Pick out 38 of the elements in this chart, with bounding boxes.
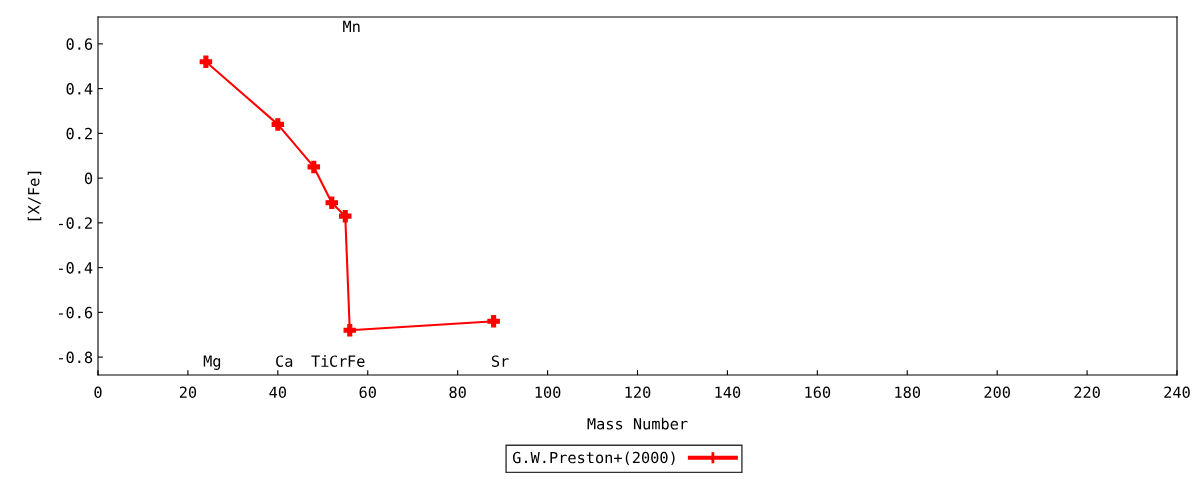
x-tick-label: 160 — [805, 386, 831, 399]
x-tick-label: 40 — [269, 386, 287, 399]
point — [325, 196, 339, 209]
point — [307, 160, 321, 174]
x-tick-label: 120 — [625, 386, 651, 399]
y-tick-label: 0.6 — [66, 38, 93, 50]
annotation: Mn — [343, 20, 360, 32]
x-tick-label: 140 — [715, 386, 741, 399]
x-tick-label: 200 — [984, 386, 1010, 399]
x-tick-label: 20 — [179, 386, 197, 399]
x-axis-title: Mass Number — [587, 417, 688, 430]
annotation: Fe — [348, 355, 365, 367]
point — [271, 118, 285, 131]
y-tick-label: -0.6 — [59, 306, 93, 319]
y-tick-label: -0.4 — [59, 262, 93, 274]
y-tick-label: -0.2 — [59, 217, 92, 229]
point — [343, 323, 357, 337]
legend-label: G.W.Preston+(2000) — [512, 451, 675, 466]
point — [199, 55, 213, 69]
annotation: Sr — [491, 355, 509, 367]
point — [487, 315, 500, 328]
annotation: Cr — [330, 355, 347, 367]
y-tick-label: 0.4 — [66, 83, 93, 95]
x-tick-label: 0 — [94, 386, 102, 399]
y-tick-label: 0.2 — [66, 127, 92, 140]
x-tick-label: 60 — [359, 386, 376, 399]
x-tick-label: 100 — [535, 386, 561, 399]
y-tick-label: -0.8 — [59, 351, 93, 364]
x-tick-label: 220 — [1074, 386, 1100, 399]
x-tick-label: 240 — [1164, 386, 1190, 399]
annotation: Ti — [311, 355, 329, 367]
y-tick-label: 0 — [84, 172, 93, 185]
y-axis-title: [X/Fe] — [27, 171, 42, 221]
point — [339, 209, 352, 223]
annotation: Ca — [276, 355, 293, 367]
x-tick-label: 80 — [449, 386, 466, 399]
annotation: Mg — [203, 355, 221, 370]
x-tick-label: 180 — [895, 386, 921, 399]
